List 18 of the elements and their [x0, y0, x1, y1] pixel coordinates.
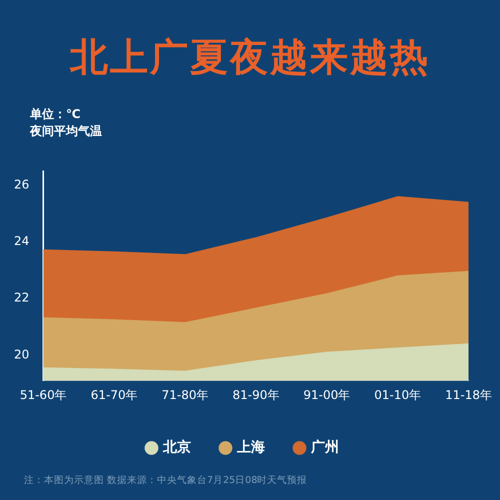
y-tick-label: 26	[14, 177, 30, 192]
legend-label: 广州	[310, 438, 339, 456]
y-tick-label: 22	[14, 290, 30, 305]
text: 单位：℃	[30, 106, 82, 123]
legend-label: 上海	[236, 440, 265, 456]
x-tick-label: 81-90年	[232, 388, 280, 402]
y-tick-label: 24	[14, 234, 30, 248]
x-tick-label: 71-80年	[162, 388, 208, 402]
text: 注：本图为示意图 数据来源：中央气象台7月25日08时天气预报	[24, 474, 308, 487]
x-tick-label: 91-00年	[303, 388, 350, 402]
x-tick-label: 61-70年	[90, 388, 138, 402]
x-tick-label: 51-60年	[20, 388, 67, 402]
legend-label: 北京	[162, 438, 191, 456]
chart-title: 北上广夏夜越来越热	[68, 34, 431, 81]
y-tick-label: 20	[14, 347, 30, 362]
x-tick-label: 01-10年	[374, 388, 422, 402]
x-tick-label: 11-18年	[445, 388, 492, 402]
y-axis-title: 夜间平均气温	[30, 123, 102, 140]
